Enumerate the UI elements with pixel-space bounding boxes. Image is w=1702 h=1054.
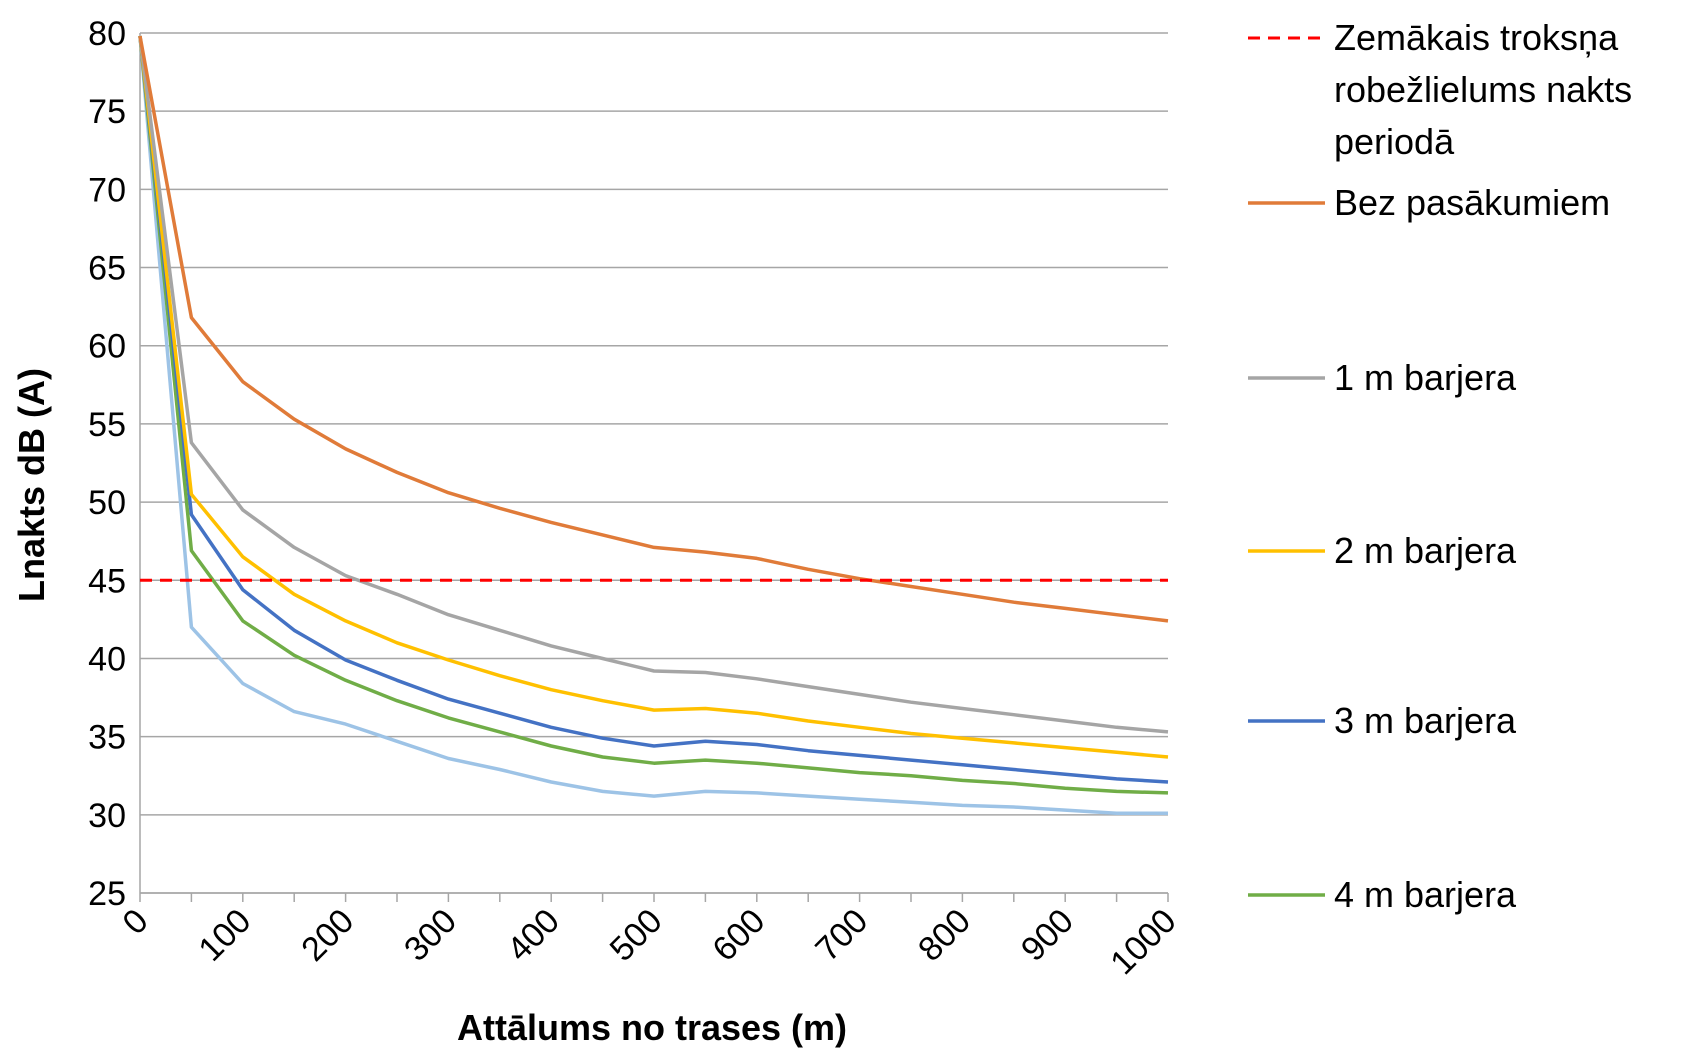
- y-tick-label: 75: [88, 93, 126, 131]
- legend-label: 4 m barjera: [1334, 874, 1517, 915]
- y-tick-label: 25: [88, 875, 126, 913]
- legend-label: 2 m barjera: [1334, 530, 1517, 571]
- x-tick-label: 800: [911, 902, 978, 969]
- axes: [139, 33, 1169, 902]
- legend-label: Zemākais troksņa: [1334, 17, 1619, 58]
- x-tick-label: 400: [500, 902, 567, 969]
- x-tick-label: 1000: [1103, 902, 1183, 982]
- x-tick-label: 900: [1014, 902, 1081, 969]
- series-lines: [138, 35, 1169, 816]
- series-line: [138, 35, 1169, 734]
- gridlines: [140, 32, 1168, 894]
- series-line: [138, 35, 1168, 816]
- y-tick-label: 45: [88, 562, 126, 600]
- y-tick-label: 55: [88, 406, 126, 444]
- y-tick-label: 35: [88, 719, 126, 757]
- legend: Zemākais troksņa robežlielums nakts period…: [1248, 17, 1632, 915]
- x-tick-label: 700: [808, 902, 875, 969]
- series-line: [138, 35, 1169, 759]
- x-tick-labels: 0 100 200 300 400 500 600 700 800 900 1000: [115, 902, 1183, 982]
- x-tick-label: 0: [115, 902, 155, 942]
- x-tick-label: 300: [397, 902, 464, 969]
- series-line: [138, 35, 1169, 784]
- y-tick-labels: 25 30 35 40 45 50 55 60 65 70 75 80: [88, 15, 126, 913]
- legend-label: 3 m barjera: [1334, 700, 1517, 741]
- y-tick-label: 30: [88, 797, 126, 835]
- x-tick-label: 600: [705, 902, 772, 969]
- legend-label: Bez pasākumiem: [1334, 182, 1610, 223]
- y-axis-title: Lnakts dB (A): [11, 368, 52, 602]
- y-tick-label: 50: [88, 484, 126, 522]
- legend-label: 1 m barjera: [1334, 357, 1517, 398]
- series-line: [138, 35, 1169, 623]
- legend-label: periodā: [1334, 121, 1455, 162]
- legend-label: robežlielums nakts: [1334, 69, 1632, 110]
- x-axis-title: Attālums no trases (m): [457, 1007, 847, 1048]
- y-tick-label: 40: [88, 640, 126, 678]
- y-tick-label: 65: [88, 250, 126, 288]
- y-tick-label: 60: [88, 328, 126, 366]
- x-tick-label: 200: [294, 902, 361, 969]
- x-tick-label: 100: [191, 902, 258, 969]
- series-line: [138, 35, 1169, 795]
- y-tick-label: 70: [88, 171, 126, 209]
- y-tick-label: 80: [88, 15, 126, 53]
- x-tick-label: 500: [603, 902, 670, 969]
